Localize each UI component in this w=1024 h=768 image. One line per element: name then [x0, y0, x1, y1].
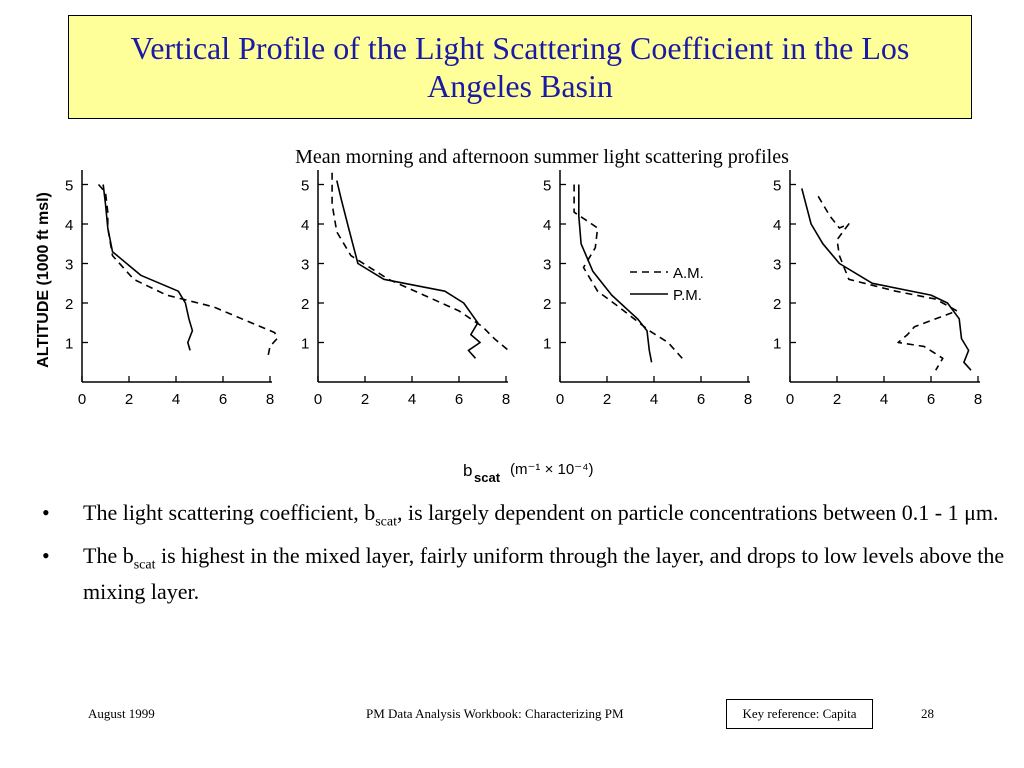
y-axis-label: ALTITUDE (1000 ft msl): [35, 192, 52, 368]
x-tick-label: 4: [408, 391, 416, 408]
y-tick-label: 1: [301, 336, 309, 353]
panel-hawthorne: 12345602468HAWTHORNE: [543, 170, 752, 408]
title-box: Vertical Profile of the Light Scattering…: [68, 15, 972, 119]
bullet-list: • The light scattering coefficient, bsca…: [42, 500, 1017, 613]
x-tick-label: 2: [603, 391, 611, 408]
y-tick-label: 4: [773, 217, 781, 234]
y-tick-label: 1: [543, 336, 551, 353]
x-tick-label: 2: [833, 391, 841, 408]
slide-title: Vertical Profile of the Light Scattering…: [130, 30, 910, 104]
x-tick-label: 2: [125, 391, 133, 408]
y-tick-label: 3: [65, 257, 73, 274]
bullet-text: The light scattering coefficient, bscat,…: [83, 500, 999, 530]
series-am-line: [97, 183, 278, 359]
bullet-dot: •: [42, 543, 50, 569]
chart-subtitle: Mean morning and afternoon summer light …: [295, 146, 789, 168]
x-tick-label: 6: [219, 391, 227, 408]
series-am-line: [817, 195, 958, 371]
y-tick-label: 3: [773, 257, 781, 274]
x-tick-label: 8: [974, 391, 982, 408]
y-tick-label: 5: [773, 178, 781, 195]
y-tick-label: 2: [65, 296, 73, 313]
panel-el-monte: 12345602468EL MONTE: [773, 170, 982, 408]
series-am-line: [573, 184, 683, 359]
x-tick-label: 6: [697, 391, 705, 408]
footer-reference: Key reference: Capita: [726, 699, 873, 729]
x-tick-label: 0: [786, 391, 794, 408]
x-tick-label: 0: [556, 391, 564, 408]
series-pm-line: [336, 180, 481, 359]
legend: A.M. P.M.: [630, 265, 704, 304]
x-axis-label-units: (m⁻¹ × 10⁻⁴): [510, 461, 594, 478]
y-tick-label: 1: [773, 336, 781, 353]
x-tick-label: 2: [361, 391, 369, 408]
bullet-dot: •: [42, 500, 50, 525]
bullet-item: • The light scattering coefficient, bsca…: [42, 500, 1017, 535]
x-tick-label: 4: [880, 391, 888, 408]
x-axis-label-main: b: [463, 461, 472, 480]
series-pm-line: [102, 184, 194, 351]
x-tick-label: 4: [650, 391, 658, 408]
y-tick-label: 4: [65, 217, 73, 234]
y-tick-label: 2: [301, 296, 309, 313]
x-tick-label: 8: [266, 391, 274, 408]
x-axis-label: b scat (m⁻¹ × 10⁻⁴): [463, 461, 594, 485]
y-tick-label: 2: [543, 296, 551, 313]
y-tick-label: 5: [543, 178, 551, 195]
y-tick-label: 5: [65, 178, 73, 195]
series-am-line: [331, 172, 509, 352]
y-tick-label: 5: [301, 178, 309, 195]
y-tick-label: 3: [543, 257, 551, 274]
footer-date: August 1999: [88, 706, 155, 721]
x-axis-label-sub: scat: [474, 470, 501, 485]
profile-chart: 12345602468ONTARIO12345602468RIVERSIDE12…: [35, 170, 982, 485]
x-tick-label: 4: [172, 391, 180, 408]
x-tick-label: 6: [927, 391, 935, 408]
x-tick-label: 8: [744, 391, 752, 408]
legend-pm-label: P.M.: [673, 287, 702, 304]
x-tick-label: 8: [502, 391, 510, 408]
legend-am-label: A.M.: [673, 265, 704, 282]
footer-page-number: 28: [921, 706, 934, 721]
bullet-text: The bscat is highest in the mixed layer,…: [83, 543, 1005, 604]
x-tick-label: 0: [78, 391, 86, 408]
panel-ontario: 12345602468ONTARIO: [65, 170, 278, 408]
bullet-item: • The bscat is highest in the mixed laye…: [42, 543, 1017, 604]
x-tick-label: 6: [455, 391, 463, 408]
y-tick-label: 1: [65, 336, 73, 353]
y-tick-label: 4: [301, 217, 309, 234]
y-tick-label: 3: [301, 257, 309, 274]
panel-riverside: 12345602468RIVERSIDE: [301, 170, 510, 408]
footer-title: PM Data Analysis Workbook: Characterizin…: [366, 706, 624, 721]
x-tick-label: 0: [314, 391, 322, 408]
series-pm-line: [801, 188, 972, 371]
series-pm-line: [578, 184, 653, 363]
y-tick-label: 2: [773, 296, 781, 313]
y-tick-label: 4: [543, 217, 551, 234]
